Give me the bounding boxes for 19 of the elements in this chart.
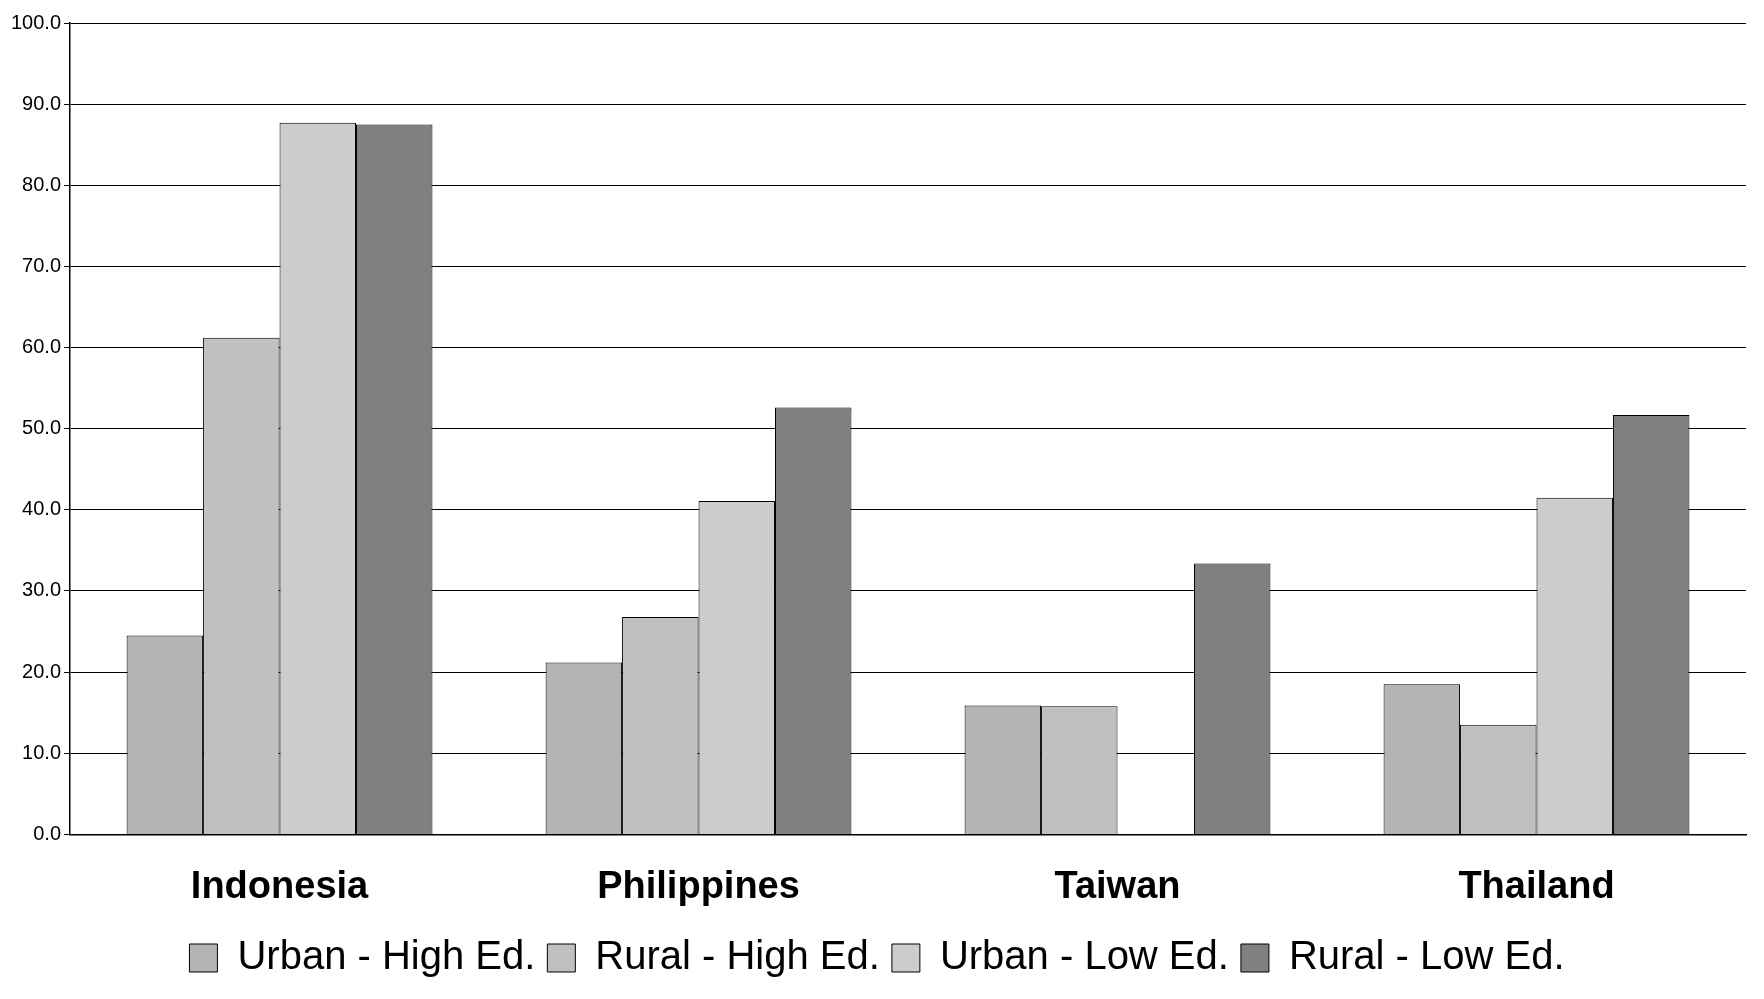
- legend-label: Urban - High Ed.: [237, 933, 536, 978]
- y-tick-label: 30.0: [22, 578, 62, 601]
- legend-label: Rural - High Ed.: [595, 933, 880, 978]
- y-tick-label: 80.0: [22, 172, 62, 195]
- x-tick-label: Thailand: [1458, 863, 1615, 906]
- y-tick-label: 10.0: [22, 740, 62, 763]
- y-tick-label: 0.0: [33, 821, 62, 844]
- y-tick-label: 70.0: [22, 253, 62, 276]
- x-tick-label: Taiwan: [1054, 863, 1181, 906]
- y-tick-label: 40.0: [22, 497, 62, 520]
- x-tick-label: Indonesia: [190, 863, 370, 906]
- y-tick-label: 50.0: [22, 416, 62, 439]
- x-tick-label: Philippines: [597, 863, 800, 906]
- y-tick-label: 90.0: [22, 91, 62, 114]
- legend-label: Rural - Low Ed.: [1288, 933, 1565, 978]
- y-tick-label: 60.0: [22, 335, 62, 358]
- y-tick-label: 100.0: [10, 10, 62, 33]
- legend-label: Urban - Low Ed.: [939, 933, 1229, 978]
- y-tick-label: 20.0: [22, 659, 62, 682]
